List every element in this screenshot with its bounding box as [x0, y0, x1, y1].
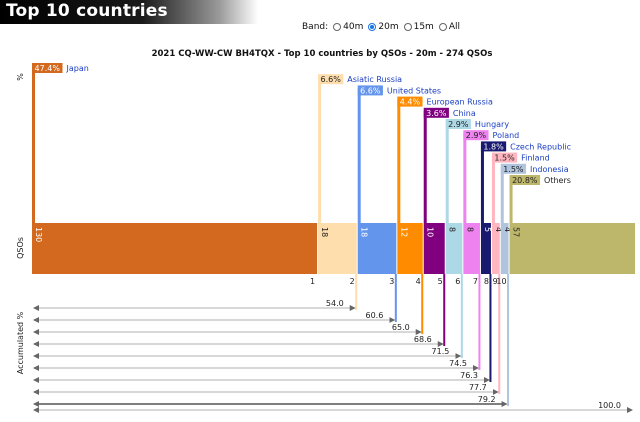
bar	[445, 223, 463, 274]
accumulated-label: 54.0	[326, 299, 344, 308]
rank-label: 5	[438, 277, 443, 286]
y-label-qsos: QSOs	[16, 237, 25, 259]
band-radio-all[interactable]	[438, 23, 447, 31]
bar	[480, 223, 491, 274]
band-radio-40m[interactable]	[333, 23, 342, 31]
percent-label: 2.9%	[448, 120, 469, 129]
rank-label: 8	[484, 277, 489, 286]
category-label: Indonesia	[530, 165, 569, 174]
percent-label-box	[445, 119, 471, 129]
category-label: Others	[544, 176, 571, 185]
band-option-all[interactable]: All	[438, 22, 461, 32]
percent-label-box	[357, 85, 383, 96]
bar-value-label: 10	[426, 227, 435, 237]
bar	[357, 223, 397, 274]
bar-value-label: 8	[465, 227, 474, 232]
y-label-percent: %	[16, 73, 25, 81]
band-radio-20m[interactable]	[368, 23, 377, 31]
accumulated-label: 71.5	[432, 347, 450, 356]
percent-label: 1.5%	[503, 165, 524, 174]
rank-label: 4	[416, 277, 421, 286]
percent-label: 20.8%	[512, 176, 538, 185]
category-label: Finland	[521, 154, 550, 163]
category-label: European Russia	[427, 98, 493, 107]
percent-label-box	[318, 74, 344, 85]
band-selector: Band: 40m 20m 15m All	[302, 22, 460, 32]
bar-value-label: 4	[494, 227, 503, 232]
category-label: Asiatic Russia	[347, 75, 402, 84]
rank-label: 2	[350, 277, 355, 286]
band-label: Band:	[302, 22, 329, 32]
accumulated-label: 60.6	[366, 311, 384, 320]
bar	[491, 223, 500, 274]
percent-label: 1.5%	[494, 154, 515, 163]
category-label: Poland	[493, 131, 520, 140]
accumulated-label: 79.2	[478, 395, 496, 404]
category-label: Czech Republic	[510, 142, 571, 151]
chart-title: 2021 CQ-WW-CW BH4TQX - Top 10 countries …	[152, 49, 493, 59]
band-option-label: All	[448, 22, 461, 32]
percent-label-box	[500, 163, 526, 174]
percent-label: 1.8%	[483, 142, 504, 151]
bar-value-label: 12	[399, 227, 408, 237]
rank-label: 7	[473, 277, 478, 286]
percent-label-box	[463, 130, 489, 141]
rank-label: 6	[455, 277, 460, 286]
percent-label: 3.6%	[426, 109, 447, 118]
bar-value-label: 18	[360, 227, 369, 237]
percent-label: 4.4%	[400, 98, 421, 107]
percent-label: 6.6%	[321, 75, 342, 84]
bar-value-label: 130	[34, 227, 43, 242]
page-title: Top 10 countries	[6, 1, 168, 21]
accumulated-label: 74.5	[449, 359, 467, 368]
band-option-label: 40m	[343, 22, 364, 32]
y-label-accumulated: Accumulated %	[16, 311, 25, 374]
accumulated-label: 68.6	[414, 335, 432, 344]
bar	[500, 223, 509, 274]
rank-label: 9	[493, 277, 498, 286]
bar	[463, 223, 480, 274]
page-header: Top 10 countries	[0, 0, 258, 24]
category-label: China	[453, 109, 476, 118]
accumulated-label: 65.0	[392, 323, 410, 332]
bar-value-label: 8	[448, 227, 457, 232]
category-label: United States	[387, 86, 441, 95]
band-radio-15m[interactable]	[403, 23, 412, 31]
bar	[423, 223, 445, 274]
bar	[509, 223, 635, 274]
bar-value-label: 18	[320, 227, 329, 237]
percent-label-box	[32, 63, 63, 73]
band-option-20m[interactable]: 20m	[368, 22, 399, 32]
accumulated-label: 100.0	[598, 401, 621, 410]
bar-value-label: 57	[512, 227, 521, 237]
band-option-15m[interactable]: 15m	[403, 22, 434, 32]
accumulated-label: 76.3	[460, 371, 478, 380]
band-option-40m[interactable]: 40m	[333, 22, 363, 32]
percent-label: 47.4%	[35, 64, 61, 73]
rank-label: 10	[496, 277, 506, 286]
percent-label-box	[491, 152, 518, 163]
percent-label: 2.9%	[466, 131, 487, 140]
rank-label: 3	[389, 277, 394, 286]
bar	[32, 223, 318, 274]
percent-label: 6.6%	[360, 86, 381, 95]
accumulated-label: 77.7	[469, 383, 487, 392]
percent-label-box	[397, 96, 423, 107]
bar	[397, 223, 423, 274]
band-option-label: 20m	[378, 22, 399, 32]
band-option-label: 15m	[413, 22, 434, 32]
percent-label-box	[509, 175, 541, 185]
bar	[318, 223, 357, 274]
percent-label-box	[480, 141, 507, 152]
bar-value-label: 5	[483, 227, 492, 232]
category-label: Japan	[66, 64, 89, 73]
rank-label: 1	[310, 277, 315, 286]
percent-label-box	[423, 107, 449, 118]
category-label: Hungary	[475, 120, 509, 129]
bar-value-label: 4	[503, 227, 512, 232]
